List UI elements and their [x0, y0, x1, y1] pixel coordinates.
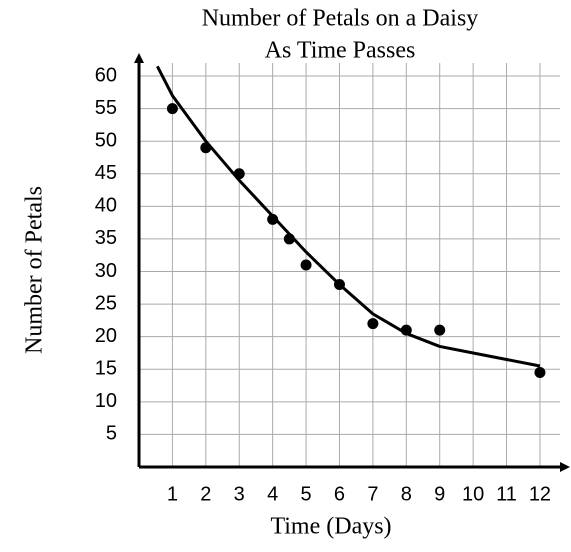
trend-line — [156, 65, 541, 368]
data-point — [434, 324, 446, 336]
y-tick-label: 20 — [95, 325, 117, 347]
y-tick-label: 60 — [95, 64, 117, 86]
x-tick-label: 2 — [200, 483, 211, 505]
y-tick-label: 45 — [95, 162, 117, 184]
x-tick-label: 1 — [167, 483, 178, 505]
y-tick-label: 55 — [95, 97, 117, 119]
data-point — [400, 324, 412, 336]
x-tick-label: 9 — [434, 483, 445, 505]
data-point — [200, 142, 212, 154]
data-point — [283, 233, 295, 245]
x-tick-label: 3 — [234, 483, 245, 505]
y-axis-arrow — [134, 53, 144, 63]
data-point — [534, 367, 546, 379]
x-tick-label: 12 — [529, 483, 551, 505]
x-tick-label: 4 — [267, 483, 278, 505]
data-point — [233, 168, 245, 180]
data-point — [367, 318, 379, 330]
data-point — [333, 279, 345, 291]
y-tick-label: 40 — [95, 195, 117, 217]
x-axis-label: Time (Days) — [270, 514, 391, 540]
y-tick-label: 30 — [95, 260, 117, 282]
x-tick-label: 7 — [367, 483, 378, 505]
x-tick-label: 10 — [462, 483, 484, 505]
y-tick-label: 10 — [95, 390, 117, 412]
chart-title: As Time Passes — [265, 38, 416, 64]
y-tick-label: 35 — [95, 227, 117, 249]
x-tick-label: 6 — [334, 483, 345, 505]
x-tick-label: 11 — [496, 483, 517, 505]
data-point — [267, 213, 279, 225]
data-point — [166, 103, 178, 115]
x-tick-label: 5 — [301, 483, 312, 505]
chart-title: Number of Petals on a Daisy — [202, 6, 479, 32]
y-tick-label: 50 — [95, 129, 117, 151]
y-tick-label: 5 — [106, 423, 117, 445]
x-axis-arrow — [560, 462, 570, 472]
data-point — [300, 259, 312, 271]
x-tick-label: 8 — [401, 483, 412, 505]
y-tick-label: 25 — [95, 292, 117, 314]
y-tick-label: 15 — [95, 358, 117, 380]
y-axis-label: Number of Petals — [22, 186, 48, 354]
